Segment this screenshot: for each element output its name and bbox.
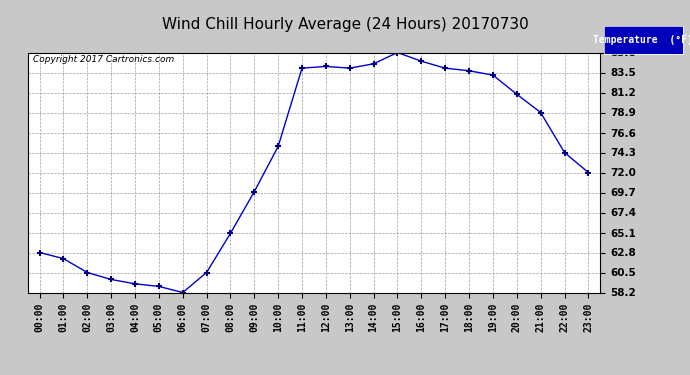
- Text: Copyright 2017 Cartronics.com: Copyright 2017 Cartronics.com: [33, 55, 175, 64]
- Text: Wind Chill Hourly Average (24 Hours) 20170730: Wind Chill Hourly Average (24 Hours) 201…: [161, 17, 529, 32]
- Text: Temperature  (°F): Temperature (°F): [593, 35, 690, 45]
